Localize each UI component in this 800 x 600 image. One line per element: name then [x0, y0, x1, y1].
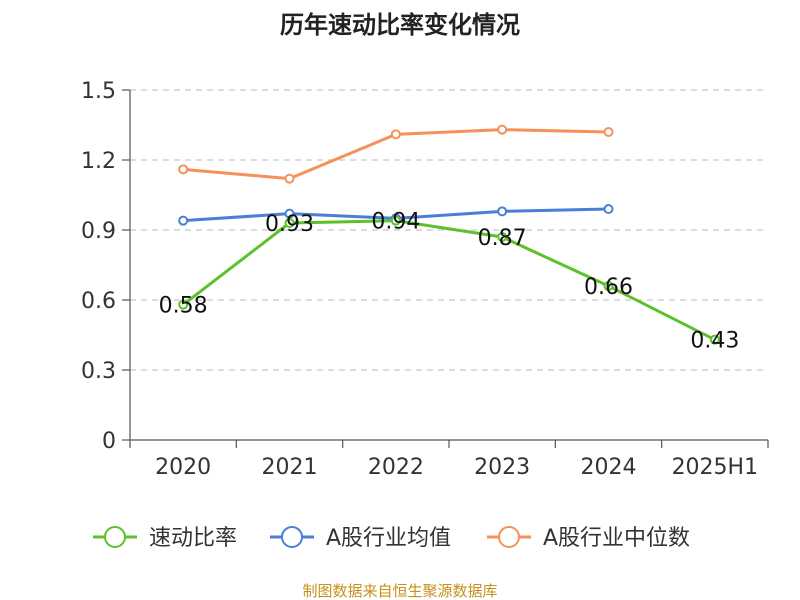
legend-marker: [104, 526, 126, 548]
data-label: 0.93: [265, 212, 314, 237]
source-note: 制图数据来自恒生聚源数据库: [302, 582, 497, 600]
y-tick-label: 0: [102, 429, 116, 454]
legend-label: A股行业均值: [326, 526, 451, 551]
data-point: [390, 215, 401, 226]
data-point: [497, 124, 508, 135]
data-point: [709, 334, 720, 345]
data-label: 0.66: [584, 275, 633, 300]
y-tick-label: 0.9: [81, 219, 116, 244]
data-point: [603, 127, 614, 137]
legend-marker: [281, 526, 303, 548]
y-tick-label: 0.6: [81, 289, 116, 314]
data-point: [178, 215, 189, 226]
data-point: [497, 232, 508, 242]
legend: 速动比率 A股行业均值 A股行业中位数: [93, 526, 690, 551]
legend-label: 速动比率: [149, 526, 237, 551]
x-tick-label: 2024: [581, 455, 637, 480]
data-point: [178, 299, 189, 310]
x-tick-label: 2025H1: [672, 455, 759, 480]
data-point: [390, 129, 401, 140]
x-tick-label: 2022: [368, 455, 424, 480]
x-tick-label: 2020: [155, 455, 211, 480]
chart-title: 历年速动比率变化情况: [280, 11, 520, 39]
data-label: 0.94: [371, 210, 420, 235]
x-tick-label: 2021: [262, 455, 318, 480]
data-point: [497, 206, 508, 217]
data-label: 0.87: [478, 226, 527, 251]
data-labels: 0.58 0.93 0.94 0.87 0.66 0.43: [159, 210, 740, 354]
legend-label: A股行业中位数: [543, 526, 690, 551]
data-point: [603, 281, 614, 291]
data-point: [603, 204, 614, 214]
x-tick-label: 2023: [474, 455, 530, 480]
y-tick-label: 1.5: [81, 79, 116, 104]
data-point: [284, 208, 295, 219]
data-label: 0.58: [159, 294, 208, 319]
series-line: [182, 219, 716, 342]
legend-marker: [498, 526, 520, 548]
y-tick-label: 0.3: [81, 359, 116, 384]
y-tick-label: 1.2: [81, 149, 116, 174]
data-point: [284, 173, 295, 184]
axes: 0 0.3 0.6 0.9 1.2 1.5 2020 2021 2022 2023 2024 2025…: [81, 79, 769, 480]
data-point: [284, 218, 295, 228]
series-group: [178, 124, 720, 345]
data-point: [178, 164, 189, 175]
data-label: 0.43: [690, 329, 739, 354]
